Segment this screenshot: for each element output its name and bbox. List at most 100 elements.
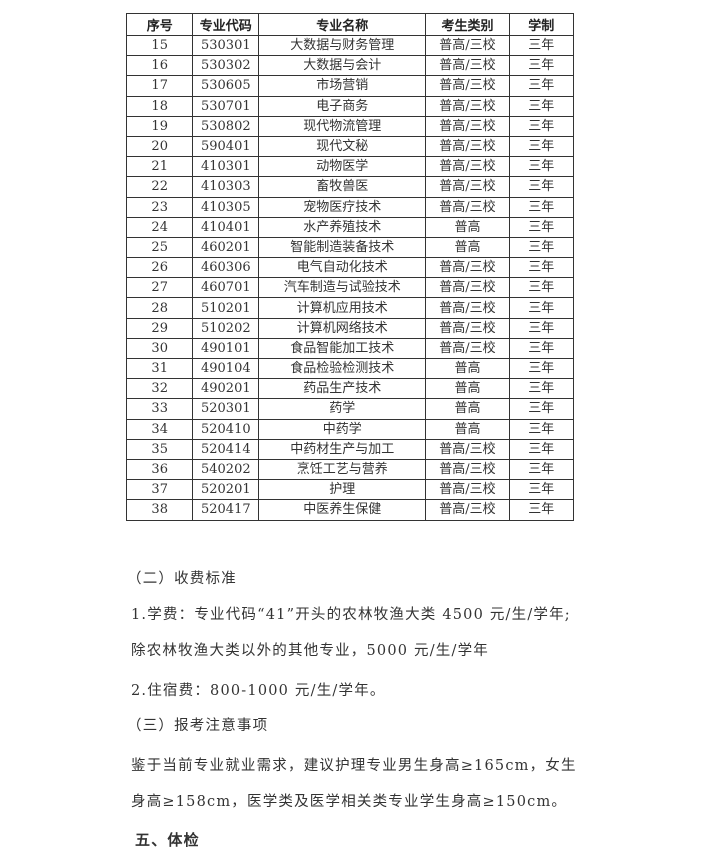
cell-name: 大数据与财务管理 <box>258 34 427 57</box>
cell-code: 490104 <box>192 357 260 380</box>
cell-name: 中药材生产与加工 <box>258 438 427 460</box>
notes-line-1: 鉴于当前专业就业需求，建议护理专业男生身高≥165cm，女生 <box>131 758 577 774</box>
cell-seq: 22 <box>125 176 194 198</box>
cell-name: 电子商务 <box>258 95 427 117</box>
cell-seq: 25 <box>125 236 194 259</box>
cell-duration: 三年 <box>508 75 575 97</box>
cell-seq: 38 <box>125 499 194 521</box>
cell-name: 汽车制造与试验技术 <box>258 277 427 299</box>
cell-code: 530701 <box>192 95 260 117</box>
cell-name: 现代文秘 <box>258 135 427 158</box>
cell-seq: 18 <box>125 95 194 117</box>
cell-name: 食品智能加工技术 <box>258 337 427 360</box>
cell-category: 普高 <box>425 357 510 380</box>
cell-name: 现代物流管理 <box>258 115 427 137</box>
cell-seq: 20 <box>125 135 194 158</box>
cell-category: 普高/三校 <box>425 34 510 57</box>
table-row: 34 520410 中药学 普高 三年 <box>125 418 575 440</box>
cell-code: 460201 <box>192 236 260 259</box>
cell-seq: 19 <box>125 115 194 137</box>
cell-seq: 21 <box>125 156 194 178</box>
cell-name: 烹饪工艺与营养 <box>258 458 427 481</box>
cell-category: 普高/三校 <box>425 75 510 97</box>
cell-code: 510202 <box>192 317 260 339</box>
cell-code: 460306 <box>192 257 260 279</box>
cell-duration: 三年 <box>508 479 575 501</box>
cell-category: 普高/三校 <box>425 458 510 481</box>
cell-duration: 三年 <box>508 55 575 77</box>
cell-seq: 30 <box>125 337 194 360</box>
cell-name: 中医养生保健 <box>258 499 427 521</box>
cell-category: 普高/三校 <box>425 479 510 501</box>
cell-duration: 三年 <box>508 357 575 380</box>
cell-duration: 三年 <box>508 135 575 158</box>
cell-code: 410401 <box>192 216 260 238</box>
cell-name: 食品检验检测技术 <box>258 357 427 380</box>
cell-name: 中药学 <box>258 418 427 440</box>
tuition-line-1: 1.学费：专业代码“41”开头的农林牧渔大类 4500 元/生/学年; <box>131 607 571 623</box>
cell-name: 动物医学 <box>258 156 427 178</box>
cell-duration: 三年 <box>508 236 575 259</box>
header-category: 考生类别 <box>425 13 510 36</box>
table-row: 27 460701 汽车制造与试验技术 普高/三校 三年 <box>125 277 575 299</box>
cell-duration: 三年 <box>508 176 575 198</box>
header-seq: 序号 <box>125 13 194 36</box>
cell-duration: 三年 <box>508 297 575 319</box>
cell-code: 530605 <box>192 75 260 97</box>
tuition-line-2: 除农林牧渔大类以外的其他专业，5000 元/生/学年 <box>131 643 489 659</box>
cell-code: 410305 <box>192 196 260 218</box>
cell-duration: 三年 <box>508 216 575 238</box>
table-row: 28 510201 计算机应用技术 普高/三校 三年 <box>125 297 575 319</box>
cell-code: 520301 <box>192 398 260 420</box>
cell-seq: 31 <box>125 357 194 380</box>
cell-category: 普高/三校 <box>425 196 510 218</box>
cell-duration: 三年 <box>508 95 575 117</box>
cell-seq: 15 <box>125 34 194 57</box>
cell-category: 普高/三校 <box>425 95 510 117</box>
notes-heading: （三）报考注意事项 <box>127 718 269 734</box>
cell-seq: 16 <box>125 55 194 77</box>
cell-name: 智能制造装备技术 <box>258 236 427 259</box>
cell-seq: 34 <box>125 418 194 440</box>
cell-duration: 三年 <box>508 398 575 420</box>
cell-code: 490201 <box>192 378 260 400</box>
cell-name: 电气自动化技术 <box>258 257 427 279</box>
table-row: 35 520414 中药材生产与加工 普高/三校 三年 <box>125 438 575 460</box>
notes-line-2: 身高≥158cm，医学类及医学相关类专业学生身高≥150cm。 <box>131 794 568 810</box>
cell-code: 530302 <box>192 55 260 77</box>
table-row: 24 410401 水产养殖技术 普高 三年 <box>125 216 575 238</box>
cell-code: 530301 <box>192 34 260 57</box>
cell-seq: 17 <box>125 75 194 97</box>
cell-category: 普高/三校 <box>425 257 510 279</box>
cell-name: 药品生产技术 <box>258 378 427 400</box>
cell-category: 普高/三校 <box>425 135 510 158</box>
table-row: 36 540202 烹饪工艺与营养 普高/三校 三年 <box>125 458 575 481</box>
cell-category: 普高 <box>425 378 510 400</box>
section-5-heading: 五、体检 <box>135 831 200 849</box>
cell-code: 490101 <box>192 337 260 360</box>
cell-category: 普高/三校 <box>425 277 510 299</box>
cell-name: 市场营销 <box>258 75 427 97</box>
header-code: 专业代码 <box>192 13 260 36</box>
cell-code: 530802 <box>192 115 260 137</box>
cell-seq: 36 <box>125 458 194 481</box>
table-row: 25 460201 智能制造装备技术 普高 三年 <box>125 236 575 259</box>
table-row: 31 490104 食品检验检测技术 普高 三年 <box>125 357 575 380</box>
cell-code: 510201 <box>192 297 260 319</box>
cell-seq: 33 <box>125 398 194 420</box>
cell-duration: 三年 <box>508 458 575 481</box>
cell-name: 药学 <box>258 398 427 420</box>
cell-seq: 37 <box>125 479 194 501</box>
cell-name: 护理 <box>258 479 427 501</box>
cell-duration: 三年 <box>508 277 575 299</box>
cell-duration: 三年 <box>508 378 575 400</box>
cell-seq: 35 <box>125 438 194 460</box>
table-row: 29 510202 计算机网络技术 普高/三校 三年 <box>125 317 575 339</box>
table-row: 16 530302 大数据与会计 普高/三校 三年 <box>125 55 575 77</box>
cell-duration: 三年 <box>508 115 575 137</box>
header-duration: 学制 <box>508 13 575 36</box>
cell-code: 520414 <box>192 438 260 460</box>
cell-duration: 三年 <box>508 418 575 440</box>
cell-category: 普高 <box>425 216 510 238</box>
cell-code: 410301 <box>192 156 260 178</box>
